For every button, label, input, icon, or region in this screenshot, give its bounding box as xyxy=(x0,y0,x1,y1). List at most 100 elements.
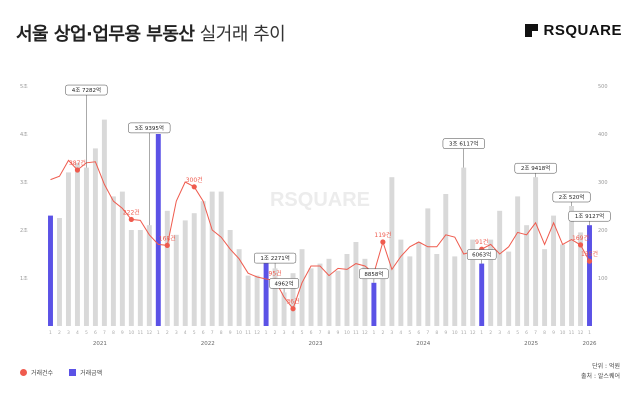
count-label: 169건 xyxy=(572,234,589,242)
bar xyxy=(281,292,287,326)
bar xyxy=(299,249,305,326)
callout-box xyxy=(568,210,611,222)
count-point xyxy=(577,242,584,248)
month-tick: 6 xyxy=(417,330,420,336)
month-tick: 2 xyxy=(58,330,61,336)
bar xyxy=(83,167,89,326)
month-tick: 3 xyxy=(67,330,70,336)
legend: 거래건수 거래금액 xyxy=(20,368,102,377)
month-tick: 10 xyxy=(452,330,458,336)
month-tick: 4 xyxy=(292,330,295,336)
count-point xyxy=(164,242,170,248)
month-tick: 12 xyxy=(254,330,260,336)
bar xyxy=(425,208,431,326)
month-tick: 3 xyxy=(283,330,286,336)
month-tick: 11 xyxy=(245,330,251,336)
count-label: 135건 xyxy=(581,250,598,258)
callout-label: 8858억 xyxy=(364,270,383,278)
left-axis-tick: 5조 xyxy=(20,84,28,90)
bar xyxy=(578,232,583,326)
month-tick: 6 xyxy=(202,330,205,336)
bar xyxy=(209,191,215,326)
bar xyxy=(65,172,71,326)
bar xyxy=(74,162,80,326)
month-tick: 7 xyxy=(319,330,322,336)
bar xyxy=(317,263,323,326)
bar xyxy=(452,256,458,326)
month-tick: 2 xyxy=(274,330,277,336)
count-point xyxy=(191,184,197,190)
callout-box xyxy=(466,249,497,260)
legend-count-label: 거래건수 xyxy=(31,370,54,377)
legend-count-marker xyxy=(20,369,27,376)
month-tick: 1 xyxy=(588,330,591,336)
year-label: 2025 xyxy=(524,341,538,347)
year-label: 2023 xyxy=(309,341,323,347)
bar xyxy=(569,206,575,326)
bar xyxy=(245,275,251,326)
bar xyxy=(57,218,62,326)
month-tick: 1 xyxy=(480,330,483,336)
count-label: 119건 xyxy=(374,231,391,239)
callout-label: 2조 9418억 xyxy=(521,164,550,172)
bar xyxy=(200,201,206,326)
bar xyxy=(524,225,530,326)
bar xyxy=(353,242,359,326)
count-point xyxy=(380,239,386,245)
bar xyxy=(488,239,494,326)
bar xyxy=(182,220,188,326)
count-label: 91건 xyxy=(475,238,488,246)
bar xyxy=(110,196,116,326)
bar xyxy=(308,268,314,326)
right-axis-tick: 100 xyxy=(598,276,608,282)
left-axis-tick: 1조 xyxy=(20,276,28,282)
month-tick: 10 xyxy=(344,330,350,336)
bar xyxy=(236,249,242,326)
bar-highlight xyxy=(263,256,269,326)
month-tick: 12 xyxy=(146,330,152,336)
month-tick: 8 xyxy=(543,330,546,336)
month-tick: 11 xyxy=(353,330,359,336)
month-tick: 12 xyxy=(578,330,584,336)
bar xyxy=(101,119,107,326)
bar xyxy=(470,239,476,326)
bar-highlight xyxy=(48,215,53,326)
unit-note: 단위 : 억원 xyxy=(592,363,620,370)
month-tick: 8 xyxy=(328,330,331,336)
bar xyxy=(434,254,440,326)
month-tick: 4 xyxy=(507,330,510,336)
bar xyxy=(461,167,467,326)
bar xyxy=(227,230,233,326)
bar xyxy=(443,194,449,326)
left-axis-tick: 4조 xyxy=(20,132,28,138)
chart-title-sub: 실거래 추이 xyxy=(199,24,286,45)
legend-amount-marker xyxy=(69,369,77,376)
legend-amount-label: 거래금액 xyxy=(80,370,103,377)
callout-box xyxy=(128,122,171,134)
month-tick: 1 xyxy=(265,330,268,336)
callout-box xyxy=(552,191,591,203)
month-tick: 9 xyxy=(552,330,555,336)
month-tick: 10 xyxy=(128,330,134,336)
right-axis-tick: 200 xyxy=(598,228,608,234)
bar xyxy=(119,191,125,326)
bar xyxy=(389,177,395,326)
source-note: 출처 : 알스퀘어 xyxy=(581,373,620,380)
callout-box xyxy=(514,162,557,174)
bar xyxy=(146,225,152,326)
bar-highlight xyxy=(587,225,592,326)
left-axis-tick: 3조 xyxy=(20,180,28,186)
month-tick: 1 xyxy=(49,330,52,336)
month-tick: 6 xyxy=(310,330,313,336)
count-point xyxy=(586,258,593,264)
month-tick: 5 xyxy=(85,330,88,336)
bar-highlight xyxy=(479,263,485,326)
month-tick: 11 xyxy=(461,330,467,336)
callout-label: 4962억 xyxy=(275,279,294,287)
bar xyxy=(533,177,539,326)
bar xyxy=(515,196,521,326)
bar xyxy=(164,210,170,326)
month-tick: 9 xyxy=(337,330,340,336)
month-tick: 6 xyxy=(525,330,528,336)
